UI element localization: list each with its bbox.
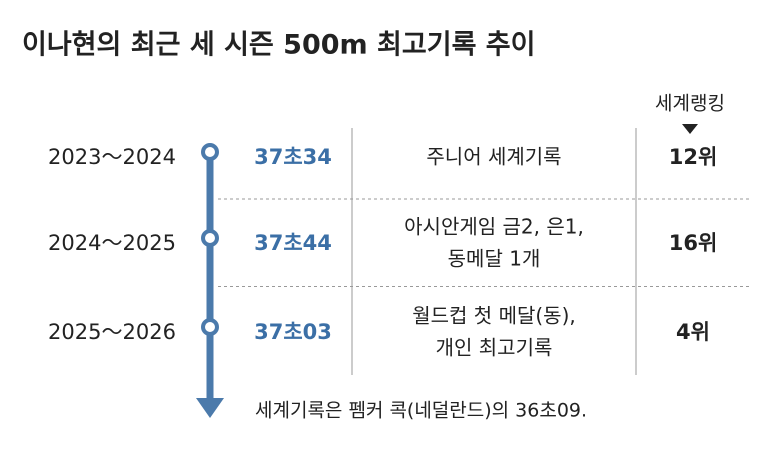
footnote: 세계기록은 펨커 콕(네덜란드)의 36초09. — [255, 400, 587, 422]
timeline-node — [201, 318, 219, 336]
header-arrow — [682, 124, 698, 134]
ranking-header: 세계랭킹 — [655, 93, 725, 115]
achievement: 개인 최고기록 — [436, 336, 553, 360]
achievement: 동메달 1개 — [448, 247, 541, 271]
achievement: 월드컵 첫 메달(동), — [412, 304, 575, 328]
season: 2024～2025 — [48, 231, 176, 255]
timeline-arrow — [196, 398, 224, 418]
timeline-node — [201, 229, 219, 247]
season: 2023～2024 — [48, 145, 176, 169]
achievement: 주니어 세계기록 — [426, 145, 561, 169]
title: 이나현의 최근 세 시즌 500m 최고기록 추이 — [22, 30, 536, 61]
record: 37초34 — [254, 145, 332, 169]
record: 37초03 — [254, 320, 332, 344]
ranking: 16위 — [669, 231, 718, 255]
rows: 2023～2024 37초34 주니어 세계기록 12위 2024～2025 37초44 아… — [48, 143, 752, 360]
achievement: 아시안게임 금2, 은1, — [404, 215, 584, 239]
timeline-node — [201, 143, 219, 161]
ranking: 12위 — [669, 145, 718, 169]
season: 2025～2026 — [48, 320, 176, 344]
ranking: 4위 — [676, 320, 710, 344]
record: 37초44 — [254, 231, 332, 255]
